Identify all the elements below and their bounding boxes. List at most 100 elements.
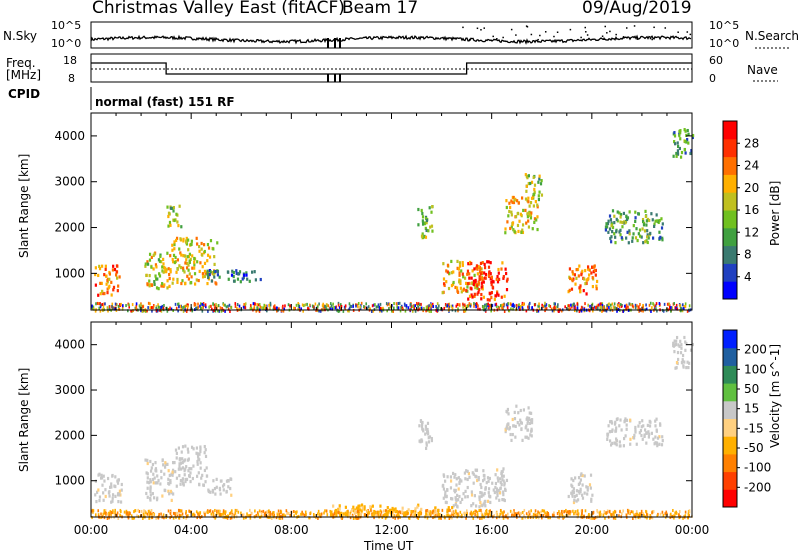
velocity-clutter [513,514,515,518]
velocity-clutter [673,514,675,518]
power-cell [186,255,189,259]
power-clutter [219,306,222,310]
velocity-cell [445,494,448,498]
velocity-cell [186,447,189,451]
power-clutter [611,302,614,306]
nave-tick-high: 60 [709,54,723,67]
power-clutter [340,304,343,308]
velocity-clutter [249,516,252,520]
velocity-cell [163,465,167,469]
power-clutter [273,304,276,308]
power-cell [513,230,516,234]
nsearch-dot [584,26,586,29]
velocity-cell [434,506,437,510]
velocity-cell [447,506,450,510]
power-cell [568,267,572,271]
velocity-cell [100,476,104,480]
velocity-cell [520,421,524,425]
power-clutter [587,303,589,307]
power-clutter [230,305,233,309]
velocity-cell [606,432,609,436]
power-cell [613,232,616,236]
power-cell [571,272,575,276]
power-cell [604,225,608,229]
velocity-cell [424,432,427,436]
power-cell [529,216,533,220]
velocity-clutter [634,514,636,518]
velocity-cell [589,486,592,490]
velocity-clutter [638,512,641,516]
velocity-cell [394,507,397,511]
velocity-clutter [185,516,188,520]
power-cell [571,279,574,283]
power-clutter [455,304,458,308]
power-cell [481,261,484,265]
velocity-cell [155,498,159,502]
velocity-cell [513,410,516,415]
velocity-clutter [451,512,453,516]
velocity-cell [581,493,584,497]
power-cell [460,290,463,294]
velocity-cell [572,500,576,505]
velocity-clutter [148,516,151,520]
power-clutter [645,307,648,311]
velocity-clutter [313,514,315,518]
power-cell [175,238,178,243]
power-clutter [92,305,95,309]
power-clutter [576,309,578,313]
velocity-cell [684,348,687,352]
velocity-cell [375,514,378,518]
power-cell [472,279,476,283]
velocity-cell [588,483,592,487]
power-clutter [111,304,113,308]
power-clutter [428,309,431,313]
power-clutter [656,309,658,313]
power-cell [448,271,451,275]
power-cell [191,266,194,270]
velocity-cell [574,494,577,499]
velocity-cell [454,497,457,501]
power-cell [512,200,516,205]
velocity-cell [371,504,374,508]
velocity-cell [420,507,423,511]
power-cell [508,201,511,205]
velocity-cell [173,460,176,465]
velocity-cell [425,443,428,447]
power-cell [208,272,211,277]
velocity-ytick-label: 1000 [54,474,85,488]
velocity-clutter [524,516,527,520]
velocity-clutter [537,510,539,514]
velocity-cell [506,410,509,414]
power-colorbar-label: 12 [744,225,759,239]
velocity-cell [606,434,609,438]
power-clutter [507,302,510,306]
power-cell [628,210,631,214]
velocity-cell [332,504,335,508]
velocity-cell [188,467,191,471]
power-cell [417,223,420,227]
power-clutter [592,306,595,310]
velocity-clutter [613,509,616,513]
power-cell [424,226,427,231]
power-clutter [266,309,268,313]
power-cell [450,259,453,264]
power-cell [574,282,577,286]
velocity-clutter [204,513,206,517]
velocity-cell [110,500,113,504]
power-clutter [495,302,498,306]
power-cell [570,287,574,291]
power-cell [209,270,212,274]
power-cell [679,137,682,141]
velocity-clutter [469,512,472,516]
power-cell [157,258,161,262]
power-cell [471,295,474,299]
power-clutter [396,306,399,310]
power-clutter [600,302,602,306]
velocity-cell [579,478,583,482]
power-clutter [648,303,651,307]
velocity-clutter [275,516,278,520]
power-clutter [609,303,612,307]
power-clutter [258,303,261,307]
velocity-cell [681,358,684,362]
velocity-cell [465,469,468,473]
